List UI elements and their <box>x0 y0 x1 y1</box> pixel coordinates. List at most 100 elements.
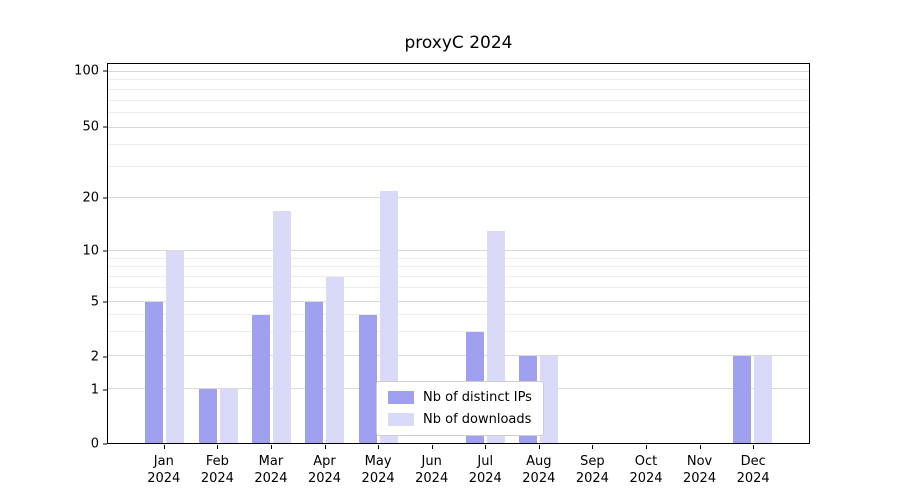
y-axis-ticks <box>103 63 107 445</box>
x-axis-label-line: 2024 <box>254 471 288 486</box>
y-axis-tickmark <box>103 301 107 303</box>
bar <box>540 356 559 443</box>
x-axis-label: Nov 2024 <box>673 445 727 487</box>
y-axis-tickmark <box>103 443 107 445</box>
plot-area: Nb of distinct IPs Nb of downloads <box>107 63 810 444</box>
legend-item: Nb of downloads <box>388 412 532 427</box>
y-axis-label: 20 <box>82 190 99 206</box>
x-axis-label-line: Feb <box>205 454 229 469</box>
x-axis-label-line: Oct <box>634 454 658 469</box>
y-axis-tickmark <box>103 250 107 252</box>
x-axis-label-line: Mar <box>258 454 284 469</box>
x-axis-tickmark <box>592 445 594 449</box>
x-axis-label: Oct 2024 <box>619 445 673 487</box>
x-axis-label: May 2024 <box>351 445 405 487</box>
gridline-minor <box>108 143 809 145</box>
gridline-minor <box>108 276 809 278</box>
x-axis-label-line: 2024 <box>361 471 395 486</box>
gridline-major <box>108 70 809 72</box>
x-axis-label-line: Jul <box>477 454 494 469</box>
legend-label: Nb of distinct IPs <box>423 390 532 405</box>
bar-group <box>726 64 779 443</box>
bar <box>305 301 324 443</box>
bar <box>753 356 772 443</box>
x-axis-label-line: 2024 <box>200 471 234 486</box>
y-axis-label: 2 <box>90 349 99 365</box>
gridline-minor <box>108 99 809 101</box>
y-axis-tickmark <box>103 126 107 128</box>
bar-group <box>619 64 672 443</box>
x-axis-tickmark <box>699 445 701 449</box>
x-axis-tickmark <box>753 445 755 449</box>
bar <box>358 315 377 443</box>
x-axis-label: Jul 2024 <box>458 445 512 487</box>
y-axis-tickmark <box>103 197 107 199</box>
x-axis-label-line: 2024 <box>683 471 717 486</box>
gridline-major <box>108 250 809 251</box>
y-axis-tickmark <box>103 356 107 358</box>
x-axis-label-line: 2024 <box>147 471 181 486</box>
gridline-minor <box>108 314 809 316</box>
x-axis-label: Feb 2024 <box>191 445 245 487</box>
x-axis-tickmark <box>485 445 487 449</box>
x-axis-label: Mar 2024 <box>244 445 298 487</box>
legend-label: Nb of downloads <box>423 412 532 427</box>
x-axis-label-line: Sep <box>580 454 605 469</box>
x-axis-label-line: 2024 <box>629 471 663 486</box>
grid-layer <box>108 64 809 443</box>
x-axis-label-line: Jan <box>153 454 174 469</box>
chart-title: proxyC 2024 <box>404 33 513 53</box>
x-axis-label-line: 2024 <box>468 471 502 486</box>
bar <box>379 190 398 443</box>
bar <box>219 389 238 443</box>
x-axis-label: Apr 2024 <box>298 445 352 487</box>
bar <box>732 356 751 443</box>
y-axis-tickmark <box>103 389 107 391</box>
x-axis-label: Dec 2024 <box>726 445 780 487</box>
bar <box>326 277 345 443</box>
bar-group <box>245 64 298 443</box>
y-axis-label: 0 <box>90 436 99 452</box>
bar-group <box>191 64 244 443</box>
gridline-major <box>108 300 809 302</box>
y-axis-label: 50 <box>82 119 99 135</box>
bar-group <box>138 64 191 443</box>
x-axis-label-line: 2024 <box>307 471 342 486</box>
x-axis: Jan 2024 Feb 2024 Mar 2024 Apr 2024 May 2024 Jun 20… <box>107 445 810 487</box>
x-axis-tickmark <box>270 445 272 449</box>
x-axis-label-line: Apr <box>313 454 336 469</box>
bar-group <box>298 64 351 443</box>
x-axis-label-line: Jun <box>421 454 442 469</box>
gridline-minor <box>108 257 809 259</box>
y-axis-label: 1 <box>90 382 99 398</box>
legend-swatch-downloads <box>388 413 414 426</box>
legend-swatch-distinct-ips <box>388 391 414 404</box>
x-axis-tickmark <box>163 445 165 449</box>
x-axis-label-line: Dec <box>740 454 766 469</box>
x-axis-label-line: 2024 <box>736 471 770 486</box>
gridline-major <box>108 126 809 128</box>
gridline-minor <box>108 88 809 90</box>
y-axis-label: 5 <box>90 294 99 310</box>
bar <box>145 301 164 443</box>
x-axis-label: Aug 2024 <box>512 445 566 487</box>
y-axis: 0 1 2 5 10 20 50 100 <box>0 63 99 452</box>
gridline-minor <box>108 331 809 333</box>
x-axis-label: Jan 2024 <box>137 445 191 487</box>
gridline-minor <box>108 266 809 268</box>
x-axis-tickmark <box>645 445 647 449</box>
bar <box>198 389 217 443</box>
gridline-minor <box>108 112 809 114</box>
bar <box>252 315 271 443</box>
bar-group <box>672 64 725 443</box>
y-axis-label: 10 <box>82 243 99 259</box>
x-axis-tickmark <box>431 445 433 449</box>
legend-item: Nb of distinct IPs <box>388 390 532 405</box>
x-axis-label-line: 2024 <box>415 471 449 486</box>
x-axis-label-line: 2024 <box>522 471 556 486</box>
legend: Nb of distinct IPs Nb of downloads <box>376 381 544 436</box>
bar-group <box>352 64 405 443</box>
x-axis-label: Sep 2024 <box>566 445 620 487</box>
gridline-minor <box>108 166 809 168</box>
